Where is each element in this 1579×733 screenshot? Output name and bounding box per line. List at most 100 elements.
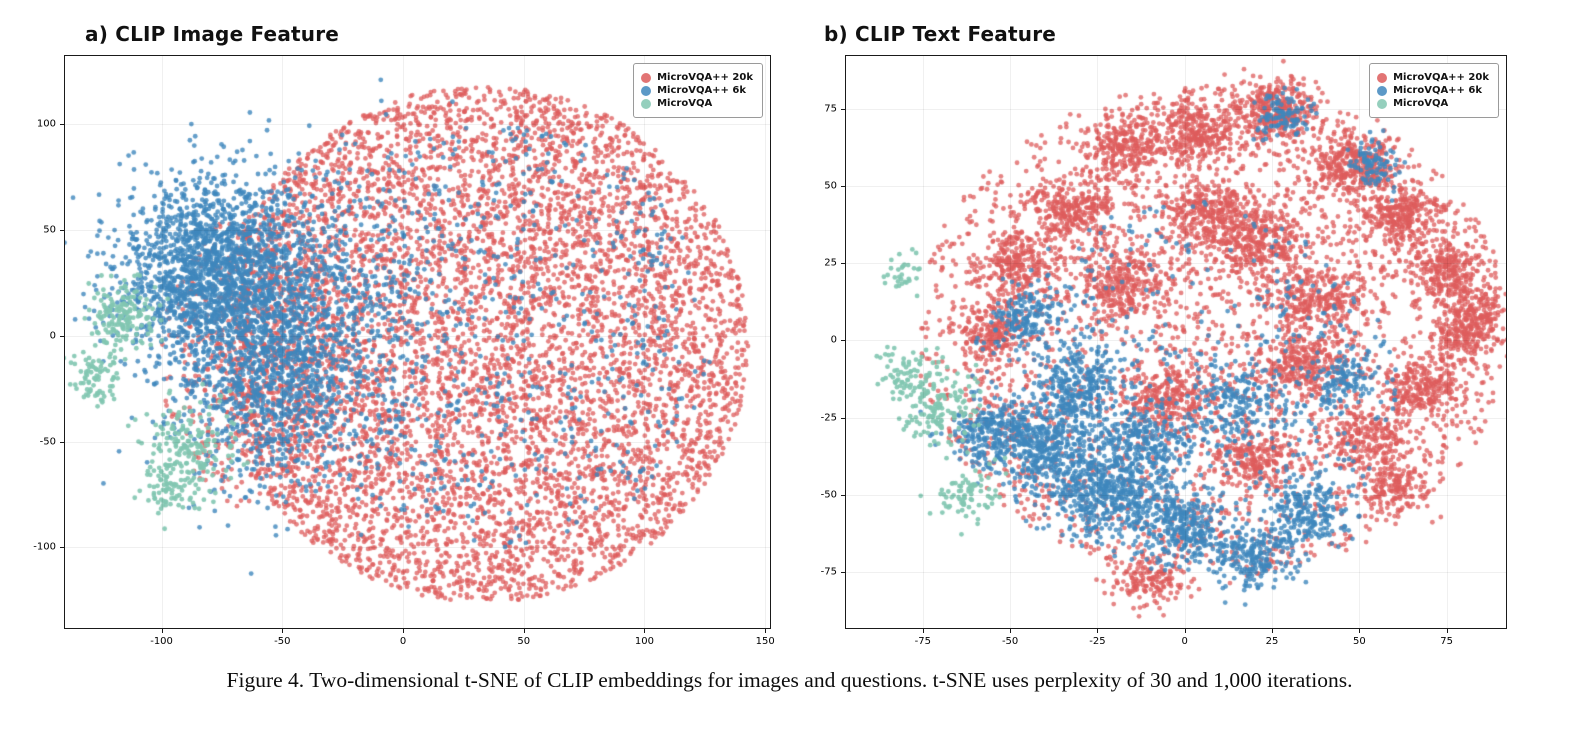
- legend-label: MicroVQA++ 20k: [1393, 72, 1489, 83]
- scatter-canvas-a: [65, 56, 770, 628]
- gridline: [846, 108, 1506, 110]
- x-tick-label: 50: [1352, 636, 1366, 647]
- legend-item: MicroVQA++ 20k: [1377, 72, 1489, 83]
- y-tick-label: 100: [36, 118, 56, 130]
- gridline: [765, 56, 767, 628]
- y-tick-mark: [841, 572, 846, 574]
- y-tick-label: -25: [820, 412, 837, 424]
- gridline: [1272, 56, 1274, 628]
- y-tick-mark: [60, 229, 65, 231]
- legend-item: MicroVQA: [1377, 98, 1489, 109]
- gridline: [65, 547, 770, 549]
- gridline: [846, 340, 1506, 342]
- x-tick-mark: [1097, 628, 1099, 633]
- gridline: [1184, 56, 1186, 628]
- legend-swatch: [641, 98, 652, 109]
- y-tick-label: 75: [824, 103, 837, 115]
- x-tick-mark: [1272, 628, 1274, 633]
- gridline: [1359, 56, 1361, 628]
- legend-label: MicroVQA: [657, 98, 713, 109]
- y-tick-mark: [841, 495, 846, 497]
- x-tick-mark: [765, 628, 767, 633]
- y-tick-label: -75: [820, 566, 837, 578]
- gridline: [65, 335, 770, 337]
- x-tick-mark: [1010, 628, 1012, 633]
- panel-b-title: b) CLIP Text Feature: [824, 22, 1057, 46]
- gridline: [523, 56, 525, 628]
- y-tick-mark: [60, 123, 65, 125]
- y-tick-mark: [841, 417, 846, 419]
- y-tick-mark: [841, 263, 846, 265]
- x-tick-label: -50: [274, 636, 291, 647]
- y-tick-mark: [60, 335, 65, 337]
- y-tick-label: 50: [43, 224, 56, 236]
- x-tick-label: 100: [634, 636, 654, 647]
- gridline: [1097, 56, 1099, 628]
- gridline: [1010, 56, 1012, 628]
- gridline: [846, 263, 1506, 265]
- legend-swatch: [1377, 72, 1388, 83]
- gridline: [65, 123, 770, 125]
- y-tick-label: -50: [39, 436, 56, 448]
- gridline: [846, 417, 1506, 419]
- legend-label: MicroVQA++ 6k: [1393, 85, 1483, 96]
- y-tick-label: 50: [824, 180, 837, 192]
- scatter-plot-b: -75 -50 -25 0 25 50 75 -75 -50 -25 0 25 50 75 MicroVQA…: [821, 55, 1507, 647]
- x-tick-mark: [1184, 628, 1186, 633]
- legend: MicroVQA++ 20k MicroVQA++ 6k MicroVQA: [1369, 63, 1499, 118]
- y-tick-mark: [841, 340, 846, 342]
- figure-caption: Figure 4. Two-dimensional t-SNE of CLIP …: [226, 668, 1353, 692]
- gridline: [922, 56, 924, 628]
- x-tick-mark: [161, 628, 163, 633]
- gridline: [846, 495, 1506, 497]
- legend-swatch: [641, 72, 652, 83]
- legend-label: MicroVQA: [1393, 98, 1449, 109]
- x-tick-label: -100: [150, 636, 173, 647]
- gridline: [65, 229, 770, 231]
- x-tick-label: -50: [1001, 636, 1019, 647]
- y-tick-mark: [841, 185, 846, 187]
- legend-label: MicroVQA++ 6k: [657, 85, 747, 96]
- scatter-canvas-b: [846, 56, 1506, 628]
- gridline: [282, 56, 284, 628]
- legend: MicroVQA++ 20k MicroVQA++ 6k MicroVQA: [633, 63, 763, 118]
- x-tick-label: -75: [914, 636, 931, 647]
- gridline: [161, 56, 163, 628]
- legend-item: MicroVQA++ 6k: [1377, 85, 1489, 96]
- legend-swatch: [1377, 98, 1388, 109]
- gridline: [403, 56, 404, 628]
- x-tick-mark: [922, 628, 924, 633]
- x-tick-label: 25: [1265, 636, 1279, 647]
- x-tick-mark: [1446, 628, 1448, 633]
- gridline: [846, 185, 1506, 187]
- panel-a-title: a) CLIP Image Feature: [85, 22, 340, 46]
- x-tick-mark: [403, 628, 404, 633]
- legend-swatch: [641, 85, 652, 96]
- legend-item: MicroVQA: [641, 98, 753, 109]
- x-tick-label: 50: [517, 636, 531, 647]
- x-tick-label: 150: [755, 636, 775, 647]
- y-tick-label: 0: [49, 330, 56, 342]
- legend-label: MicroVQA++ 20k: [657, 72, 753, 83]
- gridline: [846, 572, 1506, 574]
- legend-item: MicroVQA++ 6k: [641, 85, 753, 96]
- gridline: [65, 441, 770, 443]
- y-tick-mark: [60, 441, 65, 443]
- x-tick-mark: [644, 628, 646, 633]
- y-tick-label: 25: [824, 257, 837, 269]
- x-tick-label: 75: [1440, 636, 1453, 647]
- y-tick-label: 0: [830, 334, 837, 346]
- x-tick-mark: [1359, 628, 1361, 633]
- y-tick-mark: [841, 108, 846, 110]
- y-tick-label: -100: [33, 541, 56, 553]
- legend-swatch: [1377, 85, 1388, 96]
- x-tick-label: 0: [1181, 636, 1188, 647]
- legend-item: MicroVQA++ 20k: [641, 72, 753, 83]
- gridline: [644, 56, 646, 628]
- x-tick-mark: [282, 628, 284, 633]
- gridline: [1446, 56, 1448, 628]
- scatter-plot-a: -100 -50 0 50 100 150 -100 -50 0 50 100 MicroVQA++ …: [33, 55, 775, 647]
- y-tick-label: -50: [820, 489, 837, 501]
- y-tick-mark: [60, 547, 65, 549]
- x-tick-mark: [523, 628, 525, 633]
